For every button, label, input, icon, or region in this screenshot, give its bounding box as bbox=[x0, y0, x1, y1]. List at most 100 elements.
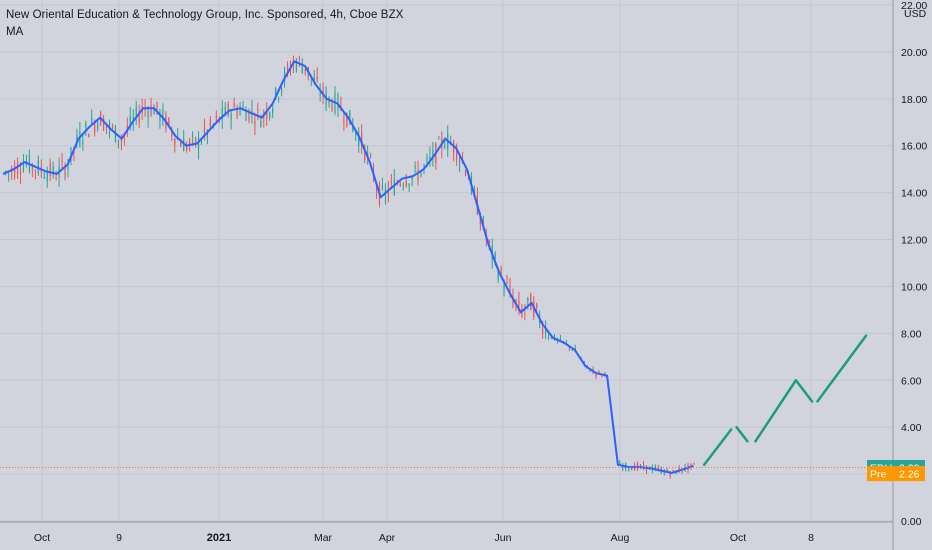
candle-body bbox=[604, 372, 606, 375]
x-tick-label: Oct bbox=[730, 532, 746, 544]
candle-body bbox=[337, 94, 339, 110]
candle-body bbox=[248, 109, 250, 121]
candle-body bbox=[227, 103, 229, 115]
candle-body bbox=[289, 68, 292, 73]
candle-body bbox=[28, 154, 31, 172]
candle-body bbox=[536, 303, 538, 308]
candle-body bbox=[405, 180, 407, 186]
candle-body bbox=[153, 107, 155, 115]
candle-body bbox=[518, 300, 520, 311]
candle-body bbox=[408, 184, 410, 186]
y-tick-label: 6.00 bbox=[901, 375, 922, 387]
candle-body bbox=[76, 134, 78, 144]
candle-body bbox=[639, 464, 642, 467]
candle-body bbox=[266, 109, 268, 119]
price-badge-pre: Pre 2.26 bbox=[867, 466, 925, 482]
candle-body bbox=[162, 109, 164, 122]
candle-body bbox=[479, 217, 481, 225]
y-tick-label: 20.00 bbox=[901, 47, 927, 59]
badge-value-bg bbox=[895, 466, 925, 482]
candle-body bbox=[586, 365, 588, 367]
candle-body bbox=[527, 297, 529, 302]
candle-body bbox=[254, 121, 256, 125]
y-tick-label: 10.00 bbox=[901, 281, 927, 293]
candle-body bbox=[402, 185, 404, 187]
candle-body bbox=[423, 165, 425, 167]
candle-body bbox=[97, 122, 99, 129]
candle-body bbox=[666, 469, 668, 473]
candle-body bbox=[690, 463, 692, 467]
candle-body bbox=[111, 126, 114, 128]
candle-body bbox=[438, 138, 440, 140]
candle-body bbox=[458, 158, 461, 163]
candle-body bbox=[203, 126, 206, 134]
candle-body bbox=[304, 68, 306, 71]
candle-body bbox=[506, 282, 508, 284]
candle-body bbox=[132, 117, 134, 122]
candle-body bbox=[34, 169, 36, 171]
candle-body bbox=[189, 140, 191, 146]
candle-body bbox=[319, 92, 321, 95]
projection-segment bbox=[735, 425, 749, 443]
candle-body bbox=[399, 183, 401, 186]
candle-body bbox=[49, 163, 51, 177]
ma-line bbox=[2, 60, 694, 474]
candle-body bbox=[497, 272, 499, 280]
candle-body bbox=[194, 137, 197, 146]
candle-body bbox=[200, 141, 203, 144]
candle-body bbox=[601, 374, 603, 377]
projection-line bbox=[702, 334, 868, 466]
projection-segment bbox=[816, 334, 868, 403]
candle-body bbox=[108, 122, 111, 129]
candle-body bbox=[275, 87, 277, 97]
candle-body bbox=[215, 115, 217, 118]
candle-body bbox=[494, 252, 496, 259]
candle-body bbox=[46, 173, 48, 182]
y-tick-label: 18.00 bbox=[901, 94, 927, 106]
x-axis[interactable]: Oct 9 2021 Mar Apr Jun Aug Oct 8 bbox=[34, 532, 814, 544]
candle-body bbox=[88, 134, 90, 138]
candle-body bbox=[52, 166, 54, 175]
candle-body bbox=[316, 76, 318, 81]
candle-body bbox=[22, 164, 25, 171]
candle-body bbox=[595, 373, 597, 376]
badge-label-bg bbox=[867, 466, 895, 482]
y-axis[interactable]: 0.002.004.006.008.0010.0012.0014.0016.00… bbox=[901, 0, 927, 528]
projection-segment bbox=[794, 379, 814, 403]
candle-body bbox=[358, 134, 360, 146]
x-tick-label: Jun bbox=[495, 532, 512, 544]
candle-body bbox=[272, 108, 274, 113]
candle-body bbox=[19, 171, 22, 175]
candle-body bbox=[420, 171, 422, 177]
candle-body bbox=[387, 189, 389, 195]
candle-body bbox=[85, 123, 87, 128]
candle-body bbox=[500, 268, 502, 275]
candle-body bbox=[295, 62, 298, 71]
candle-body bbox=[488, 240, 490, 243]
candle-body bbox=[343, 119, 345, 123]
candle-body bbox=[636, 463, 639, 468]
indicator-label[interactable]: MA bbox=[6, 26, 24, 38]
candle-body bbox=[242, 106, 244, 108]
candle-body bbox=[64, 165, 66, 177]
projection-segment bbox=[702, 428, 733, 466]
candle-body bbox=[286, 64, 289, 70]
candle-body bbox=[352, 124, 354, 132]
candle-body bbox=[411, 176, 413, 180]
candle-body bbox=[31, 164, 33, 170]
candle-body bbox=[464, 170, 467, 175]
candle-body bbox=[429, 155, 431, 160]
chart-title: New Oriental Education & Technology Grou… bbox=[6, 9, 404, 21]
candle-body bbox=[571, 349, 573, 351]
candle-body bbox=[530, 293, 532, 311]
candle-body bbox=[43, 176, 45, 179]
candle-body bbox=[183, 138, 185, 152]
candle-body bbox=[209, 119, 211, 127]
candle-body bbox=[135, 107, 137, 117]
candle-body bbox=[693, 463, 695, 465]
candle-body bbox=[147, 110, 149, 118]
candle-body bbox=[589, 370, 591, 372]
candle-body bbox=[583, 361, 585, 364]
candle-body bbox=[390, 181, 392, 183]
